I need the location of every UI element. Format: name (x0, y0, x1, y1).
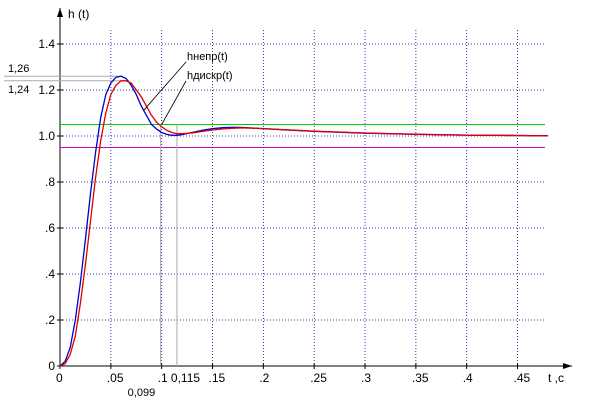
series-label-continuous: hнепр(t) (187, 51, 228, 63)
leader-line-discrete (161, 80, 187, 125)
y-tick-label: .4 (45, 267, 55, 281)
y-tick-label: .2 (45, 313, 55, 327)
series-labels: hнепр(t) hдискр(t) (143, 51, 233, 125)
x-axis-arrow (563, 363, 572, 369)
annotations: 1,26 1,24 0,099 0,115 (4, 63, 200, 399)
x-tick-label: .25 (310, 371, 327, 385)
x-tick-label: .3 (361, 371, 371, 385)
x-tick-label: .45 (514, 371, 531, 385)
series-line-continuous (59, 75, 549, 367)
x-tick-label: .35 (412, 371, 429, 385)
annotation-1-24: 1,24 (8, 84, 29, 96)
y-axis-arrow (57, 8, 63, 17)
annotation-0-099: 0,099 (128, 387, 156, 399)
x-tick-label: 0 (56, 371, 63, 385)
x-axis-label: t ,c (548, 371, 564, 385)
y-tick-label: 1.2 (38, 83, 55, 97)
y-tick-label: .8 (45, 175, 55, 189)
series-line-discrete (59, 80, 549, 367)
x-tick-label: .15 (209, 371, 226, 385)
y-tick-label: 1.0 (38, 129, 55, 143)
grid (60, 30, 545, 366)
x-tick-label: .1 (158, 371, 168, 385)
axes (57, 8, 572, 369)
leader-line-continuous (143, 61, 187, 111)
y-tick-label: 1.4 (38, 37, 55, 51)
y-axis-label: h (t) (68, 7, 89, 21)
reference-lines (60, 124, 545, 148)
x-tick-label: .2 (259, 371, 269, 385)
series-lines (59, 75, 549, 367)
series-label-discrete: hдискр(t) (187, 70, 233, 82)
annotation-1-26: 1,26 (8, 63, 29, 75)
y-tick-label: .6 (45, 221, 55, 235)
x-tick-label: .4 (463, 371, 473, 385)
y-tick-label: 0 (48, 359, 55, 373)
tick-labels: 0 .05 .1 .15 .2 .25 .3 .35 .4 .45 0 .2 .4 .6 .8 1.0 1.2 1… (38, 37, 530, 385)
x-tick-label: .05 (107, 371, 124, 385)
annotation-0-115: 0,115 (171, 371, 200, 385)
